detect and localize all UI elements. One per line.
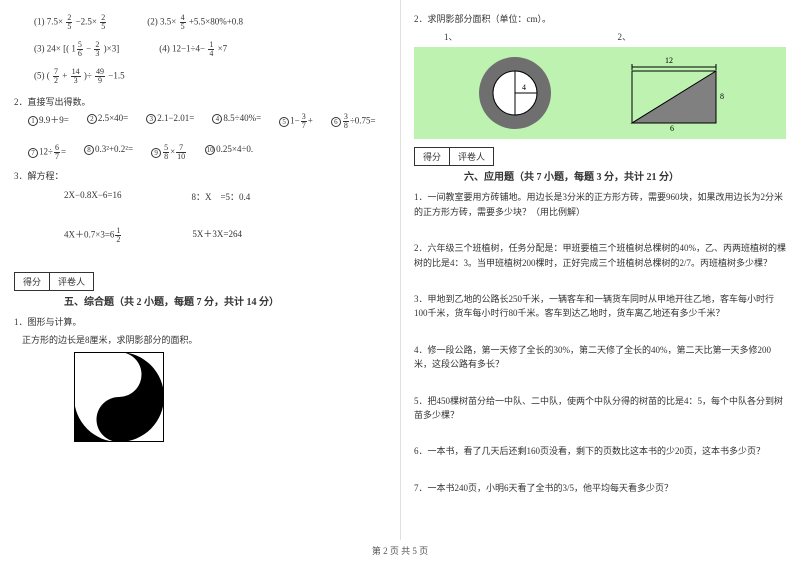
app-q7: 7．一本书240页，小明6天看了全书的3/5，他平均每天看多少页？ (414, 481, 786, 495)
solve-eq-3: 4X＋0.7×3=612 (64, 227, 122, 244)
eq-group-1: (1) 7.5× 25 −2.5× 25 (2) 3.5× 45 +5.5×80… (34, 14, 386, 31)
eq-group-3: (5) ( 72 + 143 )÷ 499 −1.5 (34, 68, 386, 85)
fig-labels: 1、 2、 (444, 30, 786, 43)
left-column: (1) 7.5× 25 −2.5× 25 (2) 3.5× 45 +5.5×80… (0, 0, 400, 540)
grader-label: 评卷人 (450, 148, 493, 165)
q1-title: 1．图形与计算。 (14, 315, 386, 329)
solve-row-2: 4X＋0.7×3=612 5X＋3X=264 (64, 227, 386, 244)
solve-eq-4: 5X＋3X=264 (192, 227, 242, 244)
eq-3: (3) 24× [( 156 − 23 )×3] (34, 41, 119, 58)
score-row-left: 得分 评卷人 (14, 272, 386, 291)
score-label: 得分 (15, 273, 50, 290)
eq-1: (1) 7.5× 25 −2.5× 25 (34, 14, 107, 31)
solve-eq-2: 8：X =5：0.4 (191, 190, 250, 203)
app-q5: 5．把450棵树苗分给一中队、二中队，使两个中队分得的树苗的比是4：5，每个中队… (414, 394, 786, 423)
svg-text:4: 4 (522, 83, 526, 92)
eq1-label: (1) 7.5× (34, 17, 63, 27)
heading-solve-eq: 3．解方程： (14, 169, 386, 183)
svg-text:8: 8 (720, 92, 724, 101)
eq-5: (5) ( 72 + 143 )÷ 499 −1.5 (34, 68, 125, 85)
app-q3: 3．甲地到乙地的公路长250千米，一辆客车和一辆货车同时从甲地开往乙地，客车每小… (414, 292, 786, 321)
app-q4: 4．修一段公路，第一天修了全长的30%，第二天修了全长的40%，第二天比第一天多… (414, 343, 786, 372)
direct-write-list: 19.9＋9= 22.5×40= 32.1−2.01= 48.5÷40%= 51… (28, 113, 386, 161)
q2-title: 2．求阴影部分面积（单位：cm）。 (414, 12, 786, 26)
score-label: 得分 (415, 148, 450, 165)
solve-row-1: 2X−0.8X−6=16 8：X =5：0.4 (64, 190, 386, 203)
fig-label-1: 1、 (444, 30, 458, 43)
yinyang-figure (74, 352, 164, 442)
app-q1: 1．一间教室要用方砖铺地。用边长是3分米的正方形方砖，需要960块，如果改用边长… (414, 190, 786, 219)
svg-text:12: 12 (665, 56, 673, 65)
eq-2: (2) 3.5× 45 +5.5×80%+0.8 (147, 14, 243, 31)
svg-text:6: 6 (670, 124, 674, 133)
triangle-figure: 12 8 6 (620, 53, 730, 133)
section-5-title: 五、综合题（共 2 小题，每题 7 分，共计 14 分） (64, 295, 386, 311)
score-box: 得分 评卷人 (414, 147, 494, 166)
score-row-right: 得分 评卷人 (414, 147, 786, 166)
right-column: 2．求阴影部分面积（单位：cm）。 1、 2、 4 12 8 6 (400, 0, 800, 540)
fig-label-2: 2、 (618, 30, 632, 43)
eq-4: (4) 12−1÷4− 14 ×7 (159, 41, 227, 58)
app-q2: 2．六年级三个班植树，任务分配是：甲班要植三个班植树总棵树的40%，乙、丙两班植… (414, 241, 786, 270)
heading-direct-write: 2．直接写出得数。 (14, 95, 386, 109)
app-q6: 6．一本书，看了几天后还剩160页没看，剩下的页数比这本书的少20页，这本书多少… (414, 444, 786, 458)
solve-eq-1: 2X−0.8X−6=16 (64, 190, 121, 203)
figure-panel: 4 12 8 6 (414, 47, 786, 139)
section-6-title: 六、应用题（共 7 小题，每题 3 分，共计 21 分） (464, 170, 786, 186)
q1-sub: 正方形的边长是8厘米，求阴影部分的面积。 (22, 333, 386, 347)
page-footer: 第 2 页 共 5 页 (0, 540, 800, 557)
score-box: 得分 评卷人 (14, 272, 94, 291)
eq-group-2: (3) 24× [( 156 − 23 )×3] (4) 12−1÷4− 14 … (34, 41, 386, 58)
ring-figure: 4 (470, 53, 560, 133)
grader-label: 评卷人 (50, 273, 93, 290)
